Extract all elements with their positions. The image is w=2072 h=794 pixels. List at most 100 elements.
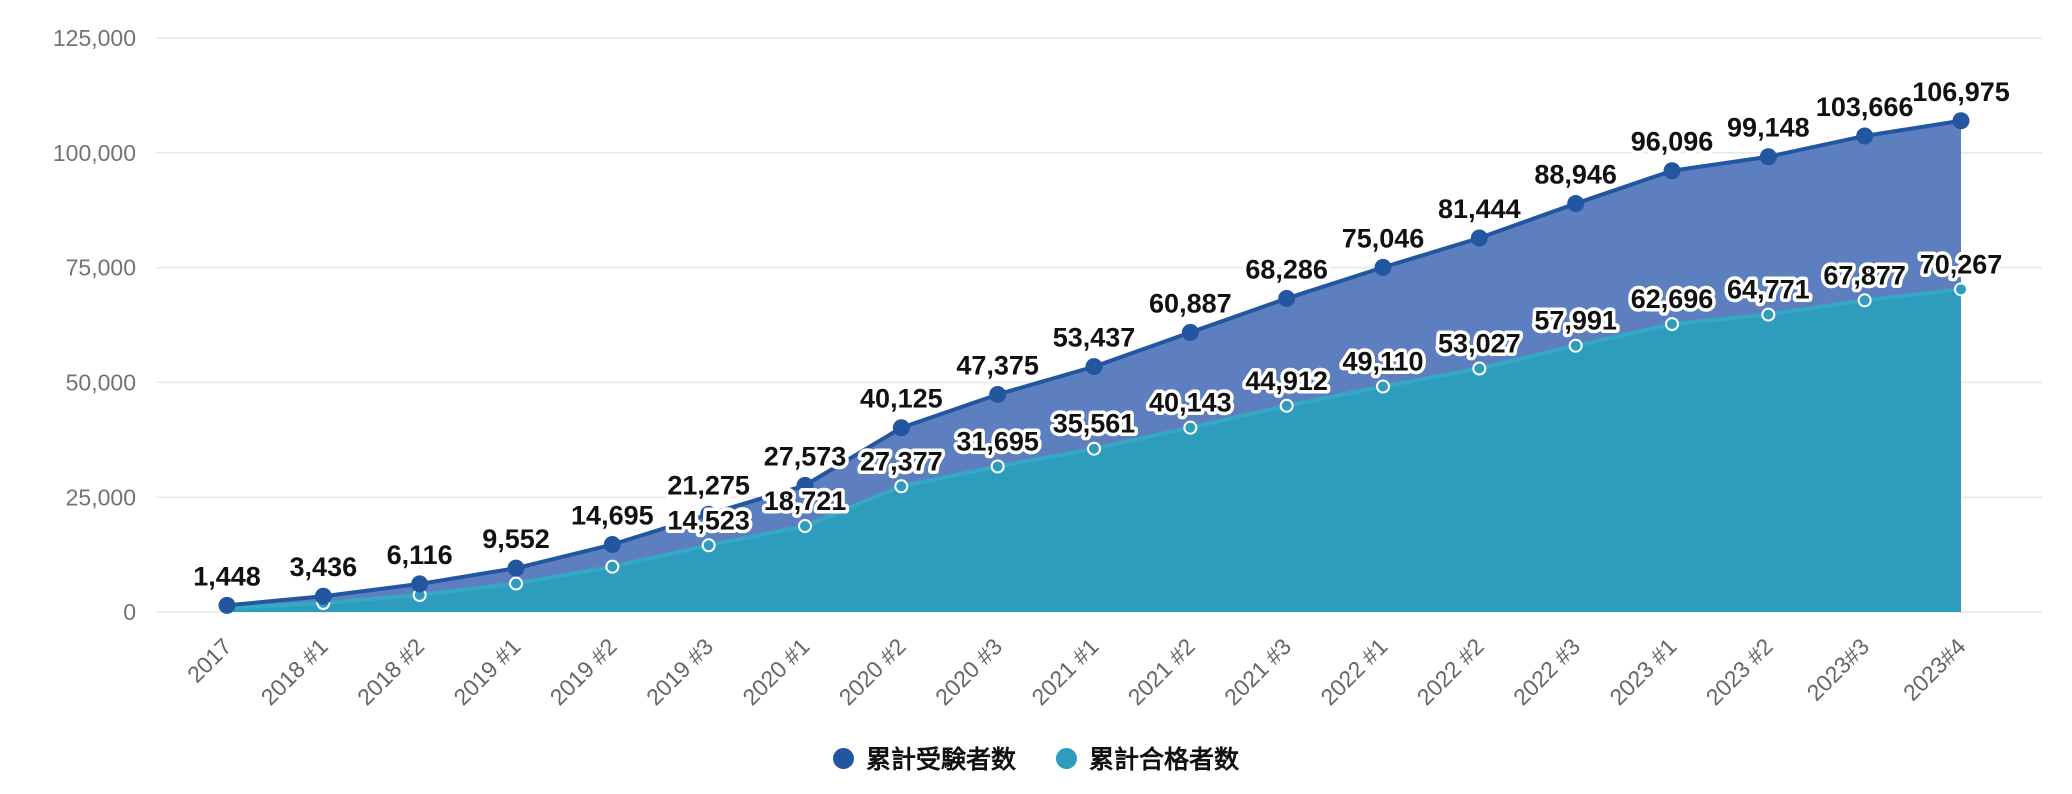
examinees-point-marker <box>218 596 236 614</box>
examinees-point-marker <box>1278 289 1296 307</box>
examinees-data-label: 68,286 <box>1245 254 1328 284</box>
x-axis-tick-label: 2019 #3 <box>641 633 718 710</box>
examinees-point-marker <box>1181 323 1199 341</box>
x-axis-tick-label: 2020 #3 <box>930 633 1007 710</box>
passers-point-marker <box>509 576 523 591</box>
examinees-data-label: 81,444 <box>1438 194 1521 224</box>
examinees-point-marker <box>1663 162 1681 180</box>
x-axis-tick-label: 2018 #2 <box>352 633 429 710</box>
passers-point-marker <box>1183 420 1198 435</box>
passers-point-marker <box>1568 338 1583 353</box>
examinees-data-label: 96,096 <box>1631 127 1714 157</box>
passers-data-label: 62,696 <box>1631 284 1714 314</box>
examinees-data-label: 21,275 <box>667 470 750 500</box>
x-axis-tick-label: 2021 #3 <box>1219 633 1296 710</box>
examinees-data-label: 47,375 <box>956 350 1039 380</box>
passers-legend-dot-icon <box>1056 747 1077 769</box>
examinees-data-label: 88,946 <box>1534 160 1617 190</box>
examinees-data-label: 53,437 <box>1053 323 1136 353</box>
examinees-point-marker <box>603 536 621 554</box>
x-axis-tick-label: 2022 #3 <box>1508 633 1585 710</box>
examinees-data-label: 9,552 <box>482 524 550 554</box>
passers-data-label: 40,143 <box>1149 388 1232 418</box>
examinees-data-label: 75,046 <box>1342 223 1425 253</box>
passers-point-marker <box>1376 379 1390 394</box>
passers-point-marker <box>1954 282 1968 297</box>
examinees-point-marker <box>1374 258 1392 276</box>
x-axis-tick-label: 2021 #1 <box>1026 633 1103 710</box>
examinees-data-label: 103,666 <box>1816 92 1914 122</box>
examinees-data-label: 1,448 <box>193 561 261 591</box>
x-axis-tick-label: 2022 #1 <box>1315 633 1392 710</box>
examinees-data-label: 106,975 <box>1912 77 2010 107</box>
passers-data-label: 44,912 <box>1245 366 1328 396</box>
y-axis-tick-label: 50,000 <box>66 369 136 395</box>
examinees-data-label: 27,573 <box>764 441 847 471</box>
x-axis-tick-label: 2023 #2 <box>1701 633 1778 710</box>
passers-point-marker <box>1665 317 1679 332</box>
passers-point-marker <box>798 519 812 534</box>
examinees-point-marker <box>1085 358 1103 376</box>
x-axis-tick-label: 2017 <box>182 633 237 688</box>
y-axis-tick-label: 100,000 <box>53 140 136 166</box>
chart-legend: 累計受験者数 累計合格者数 <box>832 740 1239 776</box>
x-axis-tick-label: 2018 #1 <box>256 633 333 710</box>
passers-data-label: 18,721 <box>764 486 847 516</box>
passers-data-label: 14,523 <box>667 505 750 535</box>
examinees-data-label: 60,887 <box>1149 288 1232 318</box>
passers-data-label: 57,991 <box>1534 306 1617 336</box>
y-axis-tick-label: 25,000 <box>66 484 136 510</box>
x-axis-tick-label: 2019 #1 <box>448 633 525 710</box>
x-axis-tick-label: 2020 #2 <box>834 633 911 710</box>
examinees-point-marker <box>507 559 525 577</box>
passers-data-label: 67,877 <box>1823 260 1906 290</box>
passers-point-marker <box>1279 398 1294 413</box>
passers-data-label: 27,377 <box>860 446 943 476</box>
passers-point-marker <box>1761 307 1776 322</box>
examinees-point-marker <box>1856 127 1874 145</box>
examinees-point-marker <box>1567 195 1585 213</box>
x-axis-tick-label: 2023 #1 <box>1604 633 1681 710</box>
passers-data-label: 53,027 <box>1438 329 1521 359</box>
y-axis-tick-label: 0 <box>123 599 136 625</box>
x-axis-tick-label: 2019 #2 <box>545 633 622 710</box>
x-axis-tick-label: 2020 #1 <box>737 633 814 710</box>
passers-point-marker <box>1087 441 1101 456</box>
passers-data-label: 49,110 <box>1342 346 1423 376</box>
legend-item-examinees[interactable]: 累計受験者数 <box>832 740 1016 776</box>
passers-point-marker <box>1857 293 1872 308</box>
examinees-point-marker <box>314 587 332 605</box>
x-axis-tick-label: 2023#3 <box>1802 633 1875 706</box>
passers-data-label: 35,561 <box>1053 409 1136 439</box>
passers-data-label: 31,695 <box>956 426 1039 456</box>
passers-point-marker <box>1472 361 1487 376</box>
legend-item-passers[interactable]: 累計合格者数 <box>1056 740 1239 776</box>
examinees-data-label: 6,116 <box>387 540 453 570</box>
examinees-point-marker <box>989 385 1007 403</box>
passers-point-marker <box>990 459 1005 474</box>
y-axis-tick-label: 75,000 <box>66 255 136 281</box>
examinees-point-marker <box>892 419 910 437</box>
examinees-legend-label: 累計受験者数 <box>865 746 1016 774</box>
passers-legend-label: 累計合格者数 <box>1089 746 1240 774</box>
examinees-data-label: 3,436 <box>290 552 358 582</box>
x-axis-tick-label: 2023#4 <box>1898 633 1971 706</box>
passers-point-marker <box>894 479 909 494</box>
passers-point-marker <box>605 559 620 574</box>
examinees-point-marker <box>1470 229 1488 247</box>
passers-data-label: 64,771 <box>1727 275 1810 305</box>
examinees-data-label: 99,148 <box>1727 113 1810 143</box>
examinees-point-marker <box>411 575 429 593</box>
examinees-legend-dot-icon <box>832 747 854 769</box>
examinees-point-marker <box>1952 112 1970 130</box>
passers-point-marker <box>701 538 716 553</box>
examinees-data-label: 14,695 <box>571 501 654 531</box>
y-axis-tick-label: 125,000 <box>53 25 136 51</box>
examinees-point-marker <box>796 476 814 494</box>
examinees-data-label: 40,125 <box>860 384 943 414</box>
passers-data-label: 70,267 <box>1920 249 2003 279</box>
x-axis-tick-label: 2021 #2 <box>1123 633 1200 710</box>
examinees-point-marker <box>1759 148 1777 166</box>
